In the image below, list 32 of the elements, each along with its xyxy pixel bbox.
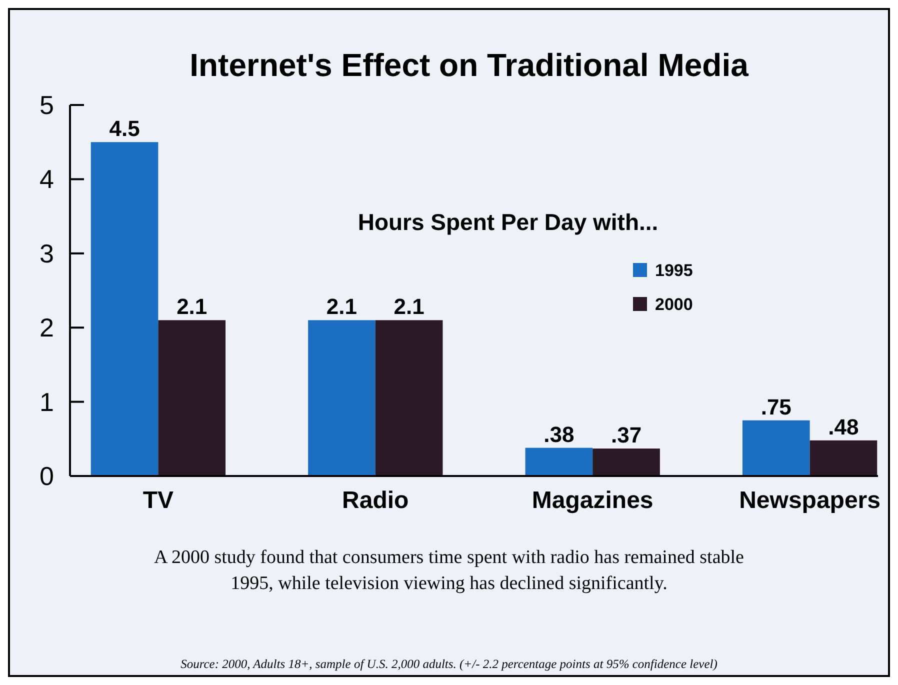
x-tick-label: Radio [342, 487, 409, 514]
data-label: .37 [610, 422, 642, 448]
bar [308, 320, 376, 476]
y-tick-label: 1 [40, 386, 54, 417]
y-tick-label: 2 [40, 312, 54, 343]
legend-title: Hours Spent Per Day with... [358, 209, 658, 235]
source-note: Source: 2000, Adults 18+, sample of U.S. 2,000 adults. (+/- 2.2 percentage points at 95% confidence level) [180, 657, 718, 671]
y-tick-label: 0 [40, 461, 54, 491]
data-label: .38 [544, 422, 574, 447]
x-tick-label: Magazines [532, 487, 654, 514]
x-tick-label: Newspapers [739, 487, 881, 514]
y-tick-label: 5 [40, 90, 54, 120]
text: A 2000 study found that consumers time spent with radio has remained stable 1995, while television viewing has declined significantly. [154, 547, 744, 594]
y-tick-label: 4 [40, 164, 54, 194]
legend-label: 2000 [655, 295, 693, 314]
data-label: .75 [760, 394, 792, 420]
bar [810, 440, 878, 476]
bar [525, 448, 593, 476]
data-label: 2.1 [394, 294, 424, 320]
chart-title: Internet's Effect on Traditional Media [190, 47, 749, 83]
bar [375, 320, 443, 476]
data-label: 4.5 [109, 116, 140, 142]
y-tick-label: 3 [40, 238, 54, 268]
bar [90, 142, 158, 476]
bar [592, 448, 660, 476]
legend-label: 1995 [655, 261, 693, 280]
bar [742, 420, 810, 476]
data-label: 2.1 [326, 294, 358, 320]
data-label: .48 [828, 414, 859, 440]
x-tick-label: TV [142, 487, 174, 514]
bar [158, 320, 226, 476]
data-label: 2.1 [176, 294, 208, 320]
